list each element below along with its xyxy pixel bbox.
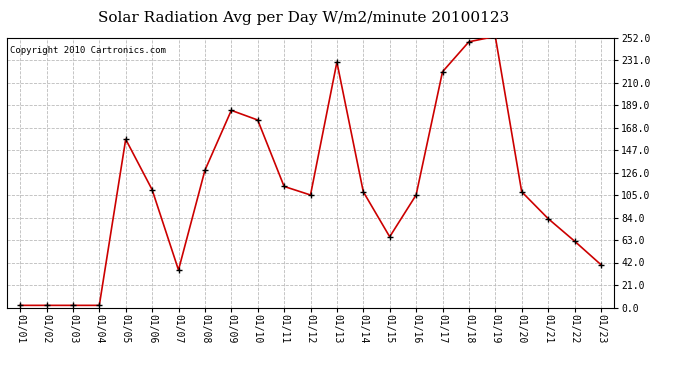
Text: Solar Radiation Avg per Day W/m2/minute 20100123: Solar Radiation Avg per Day W/m2/minute … (98, 11, 509, 25)
Text: Copyright 2010 Cartronics.com: Copyright 2010 Cartronics.com (10, 46, 166, 55)
